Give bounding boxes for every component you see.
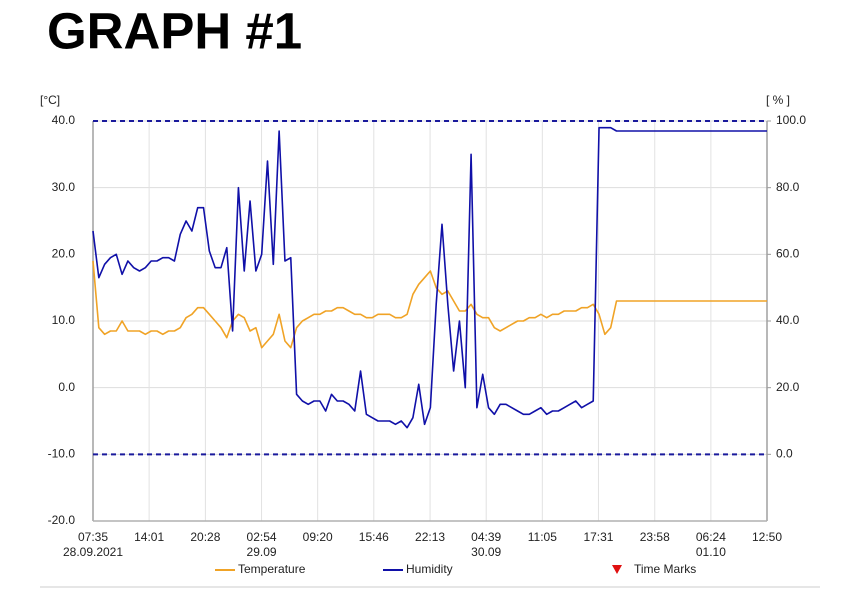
y-axis-label: [°C]	[40, 93, 60, 107]
legend-label: Temperature	[238, 562, 306, 576]
x-tick-label: 22:13	[415, 530, 445, 544]
legend-swatch	[612, 565, 622, 574]
y-tick-label: 0.0	[58, 380, 75, 394]
series-line	[92, 126, 767, 429]
y-tick-label: 20.0	[52, 247, 76, 261]
x-tick-label: 09:20	[303, 530, 333, 544]
y2-tick-label: 100.0	[776, 113, 806, 127]
legend-label: Humidity	[406, 562, 453, 576]
x-tick-label: 17:31	[583, 530, 613, 544]
x-tick-label: 04:39	[471, 530, 501, 544]
x-tick-label: 07:35	[78, 530, 108, 544]
y2-tick-label: 80.0	[776, 180, 800, 194]
y-tick-label: 10.0	[52, 313, 76, 327]
y-tick-label: -20.0	[48, 513, 76, 527]
x-tick-label: 02:54	[247, 530, 277, 544]
x-tick-date: 30.09	[471, 545, 501, 559]
x-tick-label: 20:28	[190, 530, 220, 544]
y2-tick-label: 60.0	[776, 247, 800, 261]
y2-axis-label: [ % ]	[766, 93, 790, 107]
y-tick-label: -10.0	[48, 447, 76, 461]
x-tick-date: 28.09.2021	[63, 545, 123, 559]
x-tick-label: 11:05	[528, 530, 557, 544]
series-line	[92, 260, 767, 349]
chart-title: GRAPH #1	[47, 2, 302, 59]
legend-label: Time Marks	[634, 562, 696, 576]
x-tick-label: 23:58	[640, 530, 670, 544]
x-tick-label: 12:50	[752, 530, 782, 544]
x-tick-label: 15:46	[359, 530, 389, 544]
x-tick-label: 06:24	[696, 530, 726, 544]
y2-tick-label: 0.0	[776, 447, 793, 461]
y-tick-label: 30.0	[52, 180, 76, 194]
x-tick-label: 14:01	[134, 530, 164, 544]
y2-tick-label: 40.0	[776, 313, 800, 327]
y2-tick-label: 20.0	[776, 380, 800, 394]
y-tick-label: 40.0	[52, 113, 76, 127]
x-tick-date: 01.10	[696, 545, 726, 559]
x-tick-date: 29.09	[247, 545, 277, 559]
